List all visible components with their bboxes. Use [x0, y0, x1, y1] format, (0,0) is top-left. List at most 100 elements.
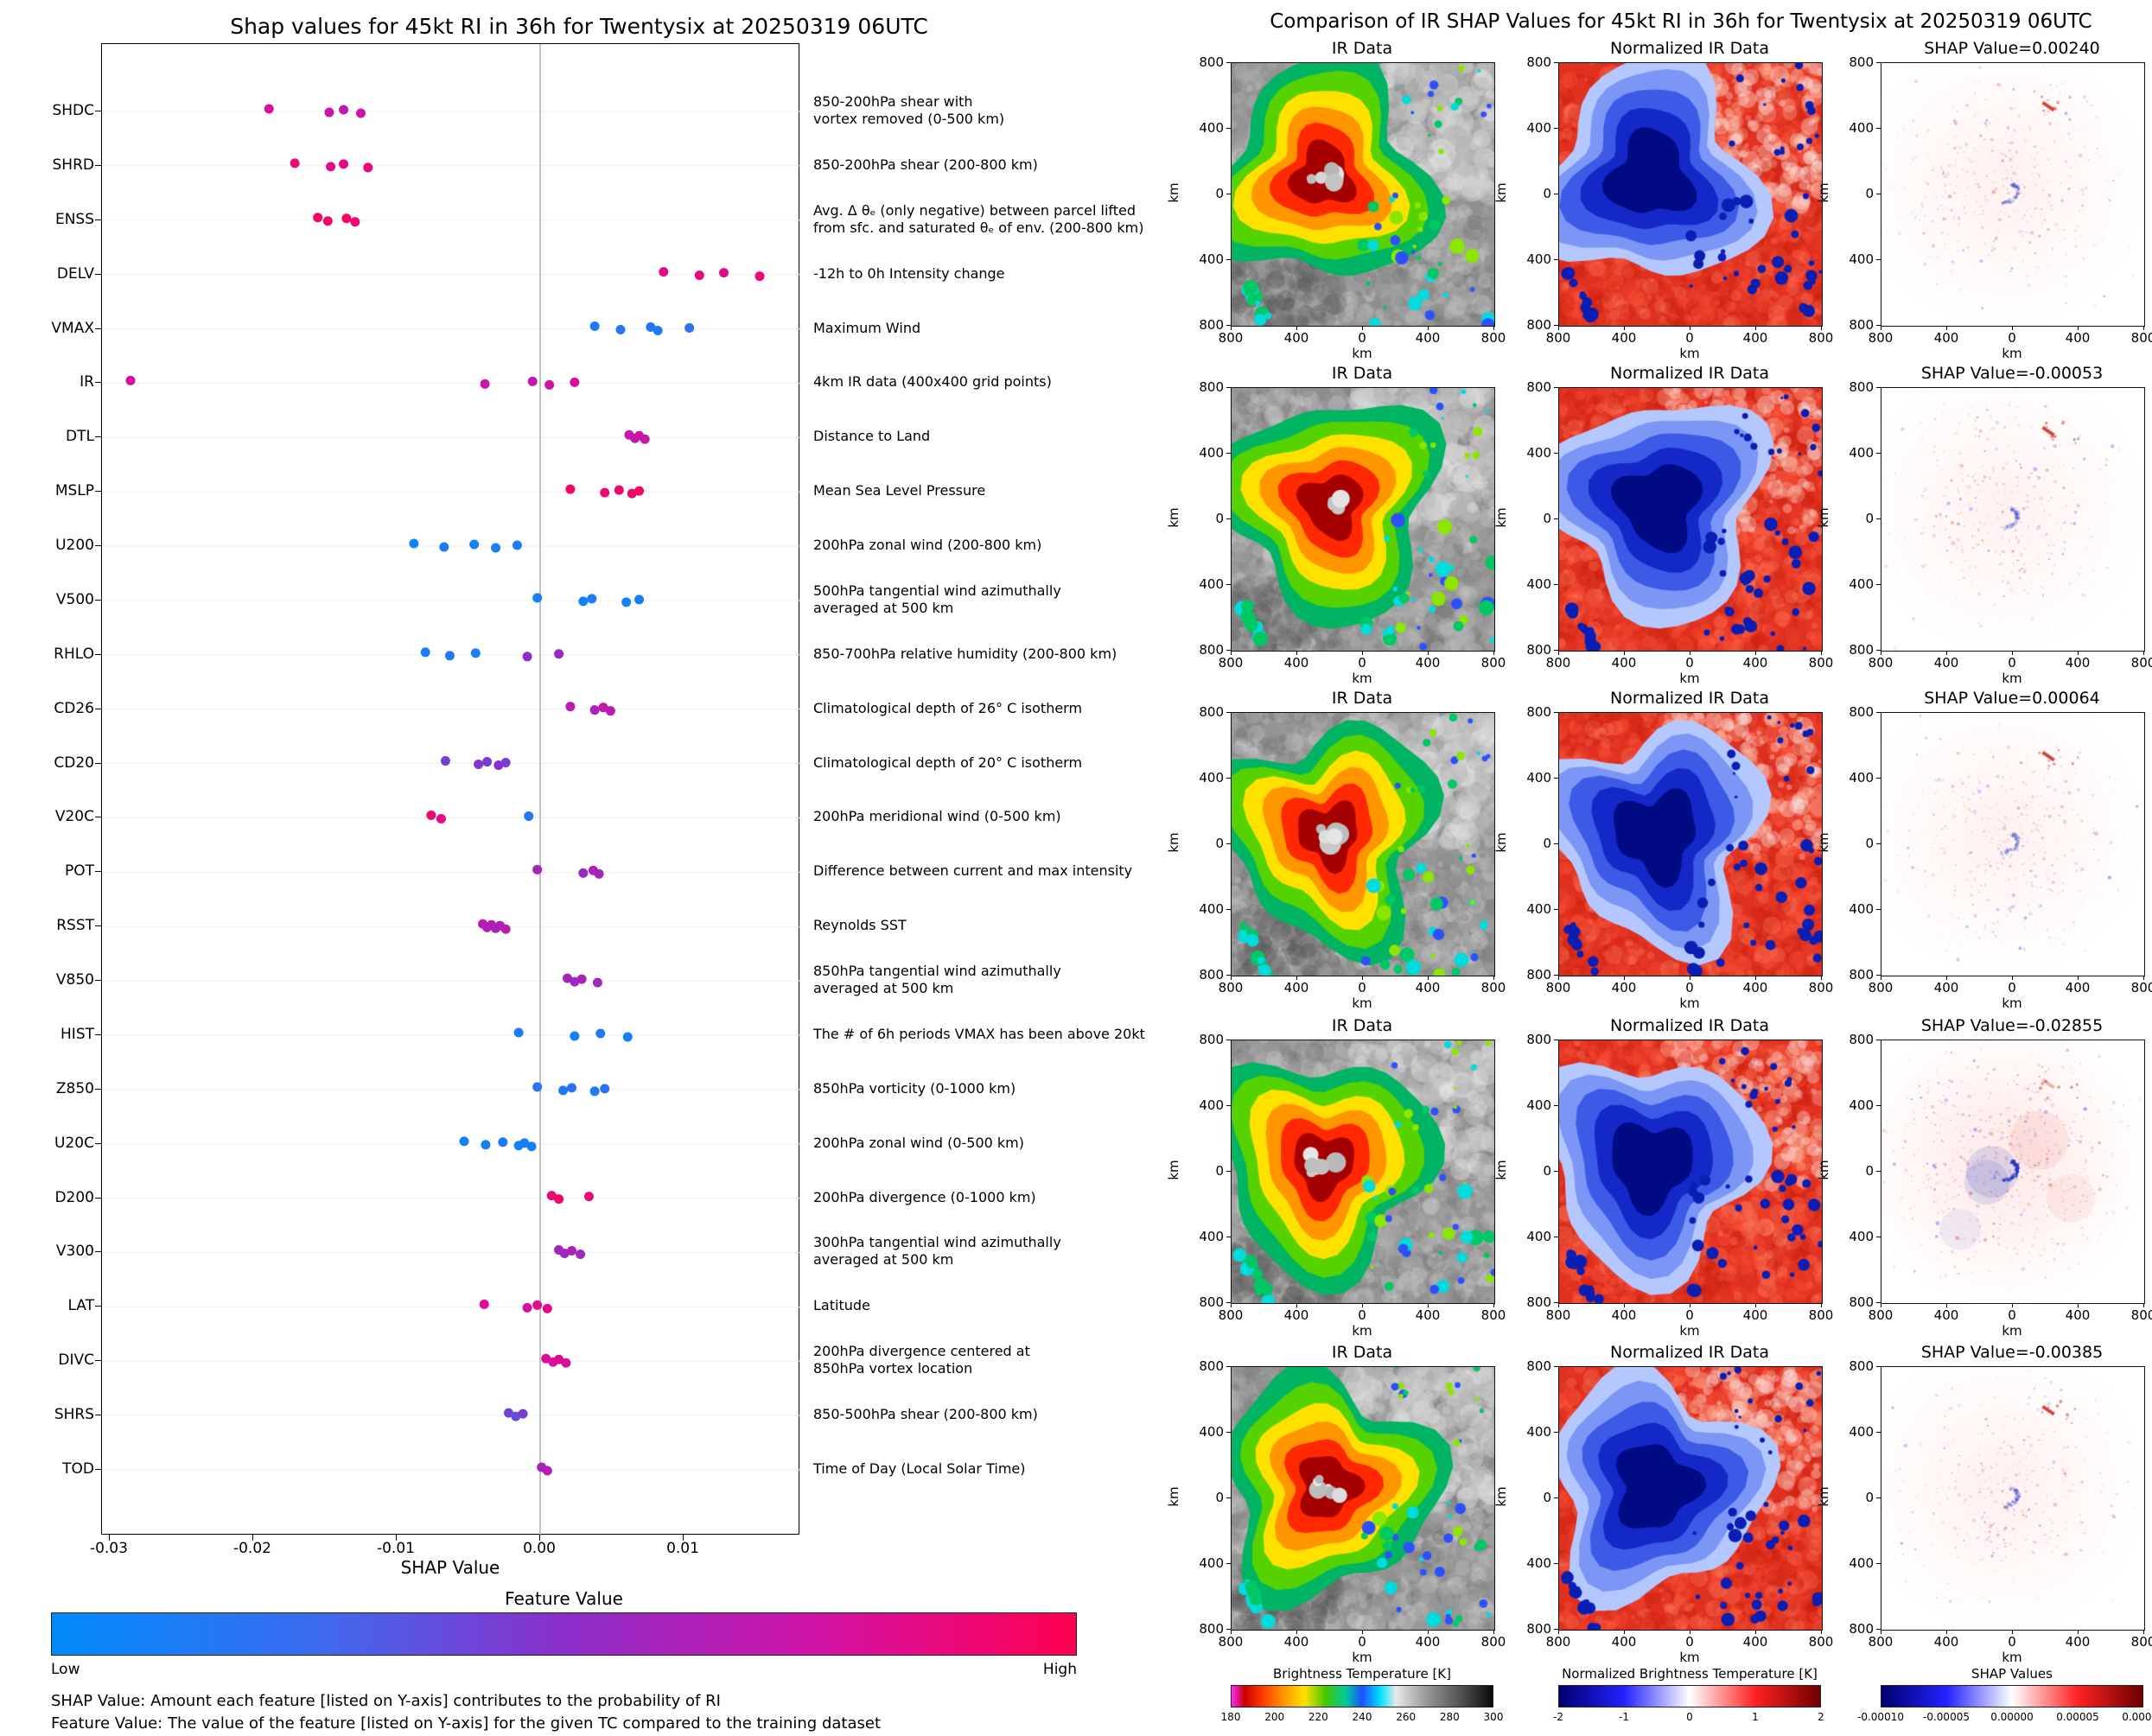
subplot-x-tick-label: 800	[1480, 330, 1506, 346]
feature-description: Difference between current and max inten…	[813, 862, 1133, 880]
shap-dot	[570, 1031, 580, 1041]
subplot-y-tick-mark	[1554, 1302, 1558, 1303]
shap-dot	[659, 267, 669, 277]
subplot-x-tick-label: 800	[1868, 1307, 1894, 1323]
subplot-x-tick-mark	[1428, 976, 1429, 980]
shap-dot	[513, 1027, 524, 1038]
subplot-y-tick-label: 400	[1526, 1555, 1551, 1571]
subplot-y-tick-mark	[1876, 62, 1881, 63]
left-chart-title: Shap values for 45kt RI in 36h for Twent…	[230, 14, 928, 39]
shap-dot	[350, 217, 360, 227]
subplot-y-tick-label: 0	[1865, 836, 1874, 851]
subplot-ylabel-km: km	[1166, 1160, 1181, 1180]
feature-description: Reynolds SST	[813, 917, 907, 934]
subplot-x-tick-mark	[1296, 651, 1297, 655]
subplot-y-tick-label: 800	[1526, 317, 1551, 333]
subplot-y-tick-mark	[1554, 778, 1558, 779]
shap-dot	[532, 1300, 543, 1310]
shap-dot	[565, 702, 576, 712]
subplot-x-tick-mark	[1624, 976, 1625, 980]
subplot-x-tick-mark	[1231, 651, 1232, 655]
subplot-xlabel-km: km	[1679, 1323, 1700, 1339]
x-tick-mark	[539, 1535, 540, 1541]
shap-dot	[470, 648, 481, 658]
subplot-x-tick-mark	[1231, 976, 1232, 980]
normalized-ir-image-canvas	[1558, 1040, 1823, 1304]
subplot-ylabel-km: km	[1493, 1160, 1509, 1180]
subplot-title: Normalized IR Data	[1610, 364, 1769, 383]
feature-tick-label: CD26	[54, 699, 94, 717]
shap-dot	[500, 924, 511, 934]
colorbar-title: Normalized Brightness Temperature [K]	[1562, 1666, 1818, 1682]
feature-tick-label: Z850	[55, 1079, 94, 1097]
y-tick-mark	[95, 1142, 101, 1144]
shap-dot	[634, 595, 645, 605]
shap-dot	[474, 760, 484, 770]
shap-dot	[719, 268, 729, 278]
subplot-x-tick-label: 400	[1283, 655, 1309, 671]
subplot-x-tick-label: 800	[2130, 1634, 2152, 1650]
subplot-y-tick-label: 400	[1849, 770, 1874, 785]
subplot-y-tick-mark	[1226, 518, 1231, 519]
subplot-y-tick-label: 800	[1199, 967, 1224, 982]
subplot-x-tick-label: 800	[1218, 1634, 1244, 1650]
feature-description: 4km IR data (400x400 grid points)	[813, 373, 1052, 391]
footnote-feature-value: Feature Value: The value of the feature …	[51, 1714, 882, 1733]
subplot-ylabel-km: km	[1493, 507, 1509, 528]
subplot-ylabel-km: km	[1166, 832, 1181, 853]
subplot-xlabel-km: km	[1352, 671, 1372, 686]
subplot-y-tick-label: 800	[1199, 704, 1224, 720]
colorbar-tick-label: 280	[1439, 1711, 1460, 1723]
subplot-x-tick-mark	[1946, 976, 1947, 980]
subplot-x-tick-mark	[1946, 1303, 1947, 1307]
shap-dot	[646, 322, 656, 333]
subplot-title: SHAP Value=-0.02855	[1920, 1016, 2104, 1035]
shap-image-canvas	[1881, 1366, 2145, 1631]
shap-dot	[567, 1245, 577, 1256]
shap-dot	[480, 378, 490, 389]
subplot-y-tick-label: 0	[1543, 1490, 1551, 1505]
shap-dot	[576, 974, 587, 984]
shap-dot	[554, 649, 564, 659]
shap-dot	[341, 213, 352, 224]
subplot-xlabel-km: km	[2002, 671, 2022, 686]
colorbar-tick-label: 180	[1220, 1711, 1241, 1723]
subplot-y-tick-label: 800	[1526, 642, 1551, 658]
subplot-x-tick-label: 400	[2065, 980, 2091, 995]
colorbar-low-label: Low	[51, 1661, 80, 1678]
shap-dot	[125, 375, 136, 385]
subplot-x-tick-label: 0	[1685, 655, 1694, 671]
subplot-title: IR Data	[1331, 39, 1393, 58]
feature-tick-label: U20C	[54, 1134, 94, 1152]
subplot-x-tick-mark	[2143, 651, 2144, 655]
subplot-x-tick-label: 800	[1868, 1634, 1894, 1650]
subplot-y-tick-label: 800	[1199, 54, 1224, 70]
shap-dot	[605, 706, 615, 716]
shap-dot	[563, 973, 573, 983]
shap-dot	[503, 1408, 513, 1418]
subplot-x-tick-mark	[1296, 1303, 1297, 1307]
feature-description: Climatological depth of 20° C isotherm	[813, 754, 1083, 771]
shap-dot	[439, 542, 449, 552]
subplot-x-tick-mark	[1946, 651, 1947, 655]
subplot-y-tick-label: 800	[1526, 967, 1551, 982]
feature-tick-label: HIST	[60, 1025, 94, 1043]
shap-dot	[561, 1358, 571, 1368]
shap-image-canvas	[1881, 387, 2145, 652]
subplot-x-tick-mark	[2143, 976, 2144, 980]
shap-dot	[621, 597, 632, 607]
subplot-x-tick-label: 400	[1283, 1307, 1309, 1323]
shap-dot	[640, 434, 650, 444]
subplot-y-tick-label: 400	[1199, 901, 1224, 917]
shap-dot	[420, 647, 430, 658]
subplot-x-tick-label: 800	[1868, 330, 1894, 346]
subplot-y-tick-mark	[1876, 1105, 1881, 1106]
subplot-y-tick-mark	[1876, 1366, 1881, 1367]
subplot-x-tick-mark	[1755, 326, 1756, 330]
subplot-y-tick-label: 400	[1526, 901, 1551, 917]
subplot-ylabel-km: km	[1493, 1486, 1509, 1507]
subplot-y-tick-label: 800	[1526, 379, 1551, 395]
subplot-x-tick-mark	[1624, 651, 1625, 655]
feature-description: Mean Sea Level Pressure	[813, 482, 986, 499]
subplot-y-tick-mark	[1226, 843, 1231, 844]
